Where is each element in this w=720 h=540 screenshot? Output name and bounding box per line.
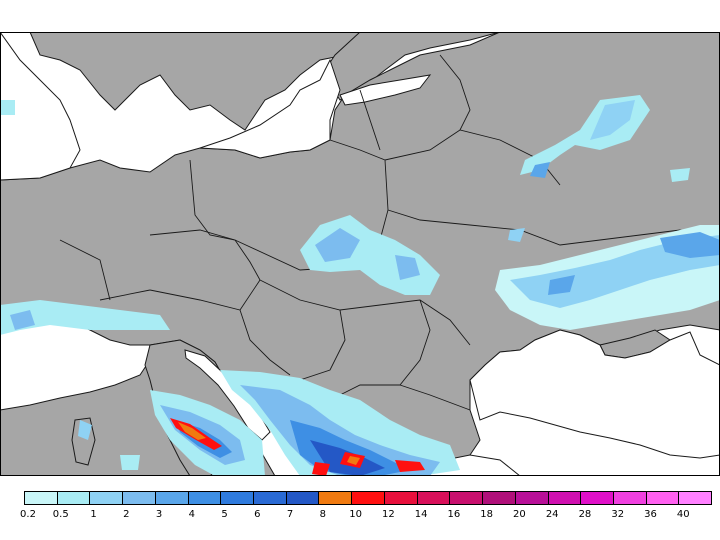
legend-swatch <box>352 492 385 504</box>
legend-color-bar <box>24 491 712 505</box>
legend-swatch <box>221 492 255 504</box>
precipitation-overlay <box>0 95 720 476</box>
legend-swatch <box>515 492 549 504</box>
legend-label: 16 <box>447 509 461 520</box>
legend-swatch <box>548 492 582 504</box>
scandinavia-land <box>0 32 361 131</box>
country-borders <box>59 54 720 456</box>
legend-swatch <box>188 492 222 504</box>
legend-swatch <box>483 492 516 504</box>
legend-label: 18 <box>480 509 494 520</box>
legend-label: 14 <box>414 509 428 520</box>
legend-swatch <box>679 492 712 504</box>
north-sea <box>0 32 81 181</box>
legend-label: 1 <box>90 509 97 520</box>
legend-swatch <box>581 492 614 504</box>
legend-label: 2 <box>123 509 130 520</box>
legend-swatch <box>286 492 320 504</box>
legend-swatch <box>613 492 647 504</box>
legend-label: 7 <box>286 509 294 520</box>
legend-swatch <box>417 492 451 504</box>
black-sea <box>469 329 720 459</box>
legend-label: 6 <box>254 509 261 520</box>
legend-swatch <box>90 492 124 504</box>
legend-swatch <box>319 492 353 504</box>
legend-swatch <box>25 492 58 504</box>
legend-label: 20 <box>513 509 526 520</box>
legend-swatch <box>155 492 189 504</box>
legend-label: 3 <box>155 509 163 520</box>
legend-swatch <box>123 492 156 504</box>
legend-label: 12 <box>382 509 395 520</box>
legend-label: 10 <box>349 509 362 520</box>
legend-swatch <box>254 492 287 504</box>
legend-label: 24 <box>545 509 559 520</box>
legend-label: 5 <box>221 509 228 520</box>
legend-label: 4 <box>188 509 195 520</box>
legend-label: 8 <box>319 509 327 520</box>
legend-swatch <box>450 492 484 504</box>
baltic-sea <box>199 58 341 159</box>
legend-labels: 0.2 0.5 1 2 3 4 5 6 7 8 10 12 14 16 18 20 24 28 32 36 40 <box>0 509 720 525</box>
legend-label: 0.2 <box>20 509 36 520</box>
legend-label: 32 <box>611 509 625 520</box>
legend-swatch <box>57 492 91 504</box>
legend-label: 40 <box>676 509 690 520</box>
legend-label: 28 <box>578 509 592 520</box>
legend-swatch <box>384 492 418 504</box>
legend-label: 36 <box>644 509 657 520</box>
legend-label: 0.5 <box>52 509 69 520</box>
legend-swatch <box>646 492 680 504</box>
